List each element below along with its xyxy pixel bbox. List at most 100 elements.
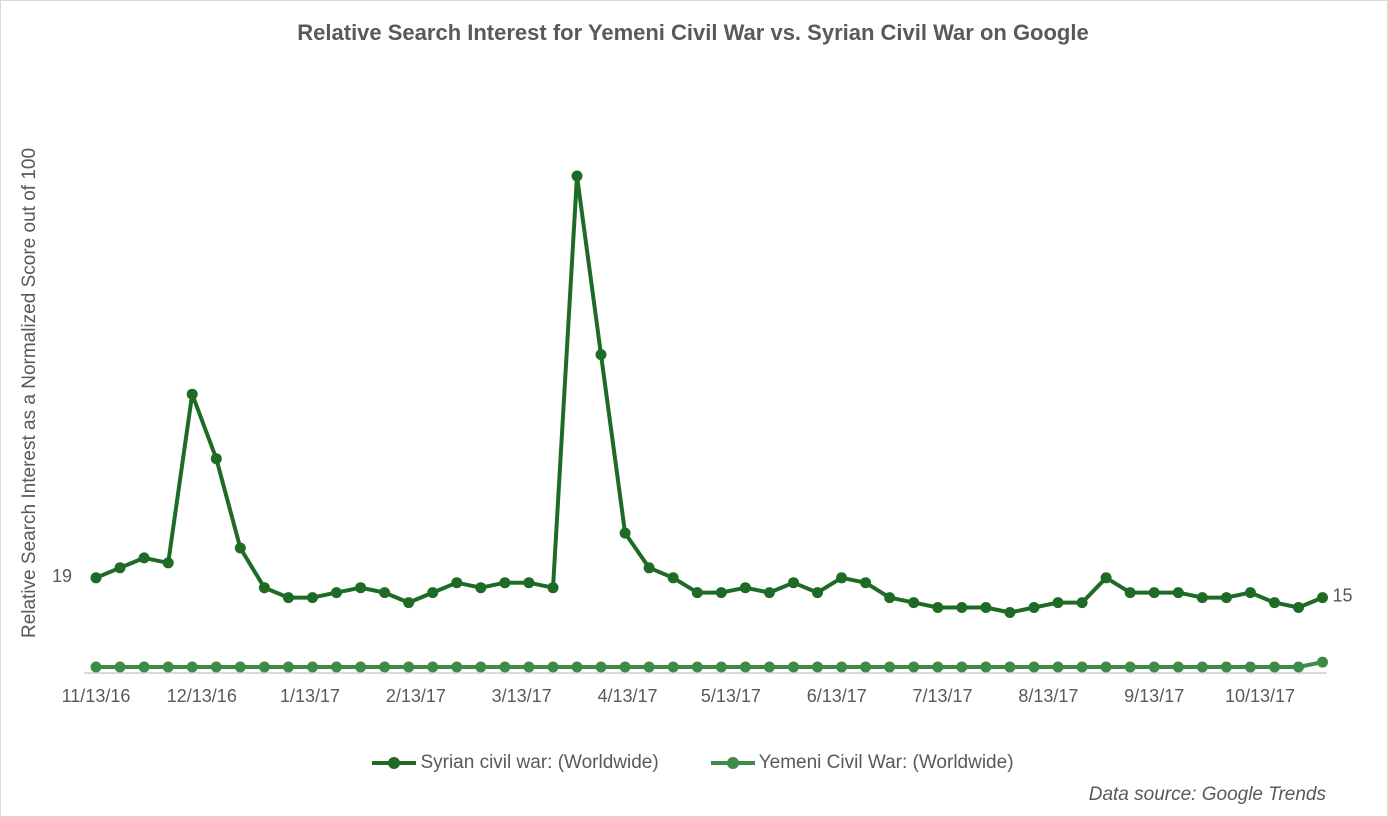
data-point[interactable] (114, 562, 126, 574)
data-point[interactable] (1269, 661, 1280, 673)
data-point[interactable] (1124, 587, 1136, 599)
data-point[interactable] (451, 661, 463, 673)
data-point[interactable] (763, 587, 775, 599)
data-point[interactable] (331, 587, 342, 599)
data-point[interactable] (210, 661, 222, 673)
data-point[interactable] (547, 661, 559, 673)
data-point[interactable] (1269, 597, 1280, 609)
data-point[interactable] (355, 661, 367, 673)
data-point[interactable] (282, 661, 294, 673)
data-point[interactable] (908, 661, 920, 673)
data-point[interactable] (812, 661, 823, 673)
data-point[interactable] (788, 661, 799, 673)
data-point[interactable] (1293, 661, 1304, 673)
data-point[interactable] (451, 577, 463, 589)
data-point[interactable] (1148, 587, 1160, 599)
data-point[interactable] (932, 602, 944, 613)
data-point[interactable] (836, 661, 848, 673)
data-point[interactable] (307, 592, 318, 604)
data-point[interactable] (1076, 661, 1088, 673)
data-point[interactable] (884, 661, 896, 673)
data-point[interactable] (619, 527, 631, 539)
data-point[interactable] (1028, 661, 1040, 673)
data-point[interactable] (715, 587, 727, 599)
legend-item-yemeni[interactable]: Yemeni Civil War: (Worldwide) (710, 752, 1014, 774)
data-point[interactable] (1124, 661, 1136, 673)
data-point[interactable] (1172, 661, 1184, 673)
data-point[interactable] (1052, 597, 1064, 609)
data-point[interactable] (307, 661, 318, 673)
data-point[interactable] (595, 349, 607, 361)
data-point[interactable] (1100, 661, 1112, 673)
data-point[interactable] (980, 661, 992, 673)
data-point[interactable] (1004, 661, 1016, 673)
data-point[interactable] (186, 661, 198, 673)
data-point[interactable] (234, 542, 246, 554)
data-point[interactable] (1052, 661, 1064, 673)
data-point[interactable] (1148, 661, 1160, 673)
data-point[interactable] (523, 661, 535, 673)
data-point[interactable] (162, 661, 174, 673)
data-point[interactable] (860, 661, 872, 673)
data-point[interactable] (138, 661, 150, 673)
data-point[interactable] (1317, 592, 1328, 604)
data-point[interactable] (667, 572, 679, 584)
data-point[interactable] (1028, 602, 1040, 613)
data-point[interactable] (788, 577, 799, 589)
data-point[interactable] (956, 661, 968, 673)
data-point[interactable] (1196, 592, 1208, 604)
data-point[interactable] (1196, 661, 1208, 673)
data-point[interactable] (258, 582, 270, 594)
data-point[interactable] (739, 582, 751, 594)
data-point[interactable] (1076, 597, 1088, 609)
data-point[interactable] (643, 661, 655, 673)
data-point[interactable] (763, 661, 775, 673)
data-point[interactable] (691, 661, 703, 673)
data-point[interactable] (956, 602, 968, 613)
data-point[interactable] (331, 661, 342, 673)
data-point[interactable] (427, 587, 439, 599)
data-point[interactable] (739, 661, 751, 673)
data-point[interactable] (114, 661, 126, 673)
data-point[interactable] (836, 572, 848, 584)
data-point[interactable] (571, 170, 583, 182)
data-point[interactable] (643, 562, 655, 574)
data-point[interactable] (908, 597, 920, 609)
data-point[interactable] (162, 557, 174, 569)
legend-item-syrian[interactable]: Syrian civil war: (Worldwide) (372, 752, 659, 774)
data-point[interactable] (1220, 592, 1232, 604)
data-point[interactable] (234, 661, 246, 673)
data-point[interactable] (427, 661, 439, 673)
data-point[interactable] (186, 388, 198, 400)
data-point[interactable] (210, 453, 222, 465)
data-point[interactable] (547, 582, 559, 594)
data-point[interactable] (884, 592, 896, 604)
data-point[interactable] (715, 661, 727, 673)
data-point[interactable] (282, 592, 294, 604)
data-point[interactable] (403, 661, 415, 673)
data-point[interactable] (1293, 602, 1304, 613)
data-point[interactable] (475, 582, 487, 594)
data-point[interactable] (1004, 607, 1016, 618)
data-point[interactable] (595, 661, 607, 673)
data-point[interactable] (1220, 661, 1232, 673)
data-point[interactable] (475, 661, 487, 673)
data-point[interactable] (403, 597, 415, 609)
data-point[interactable] (523, 577, 535, 589)
data-point[interactable] (667, 661, 679, 673)
data-point[interactable] (379, 661, 391, 673)
data-point[interactable] (571, 661, 583, 673)
data-point[interactable] (1244, 587, 1256, 599)
data-point[interactable] (90, 661, 102, 673)
data-point[interactable] (980, 602, 992, 613)
data-point[interactable] (499, 661, 511, 673)
data-point[interactable] (932, 661, 944, 673)
data-point[interactable] (860, 577, 872, 589)
data-point[interactable] (812, 587, 823, 599)
data-point[interactable] (138, 552, 150, 564)
data-point[interactable] (379, 587, 391, 599)
data-point[interactable] (1244, 661, 1256, 673)
data-point[interactable] (1317, 656, 1328, 668)
data-point[interactable] (355, 582, 367, 594)
data-point[interactable] (1172, 587, 1184, 599)
